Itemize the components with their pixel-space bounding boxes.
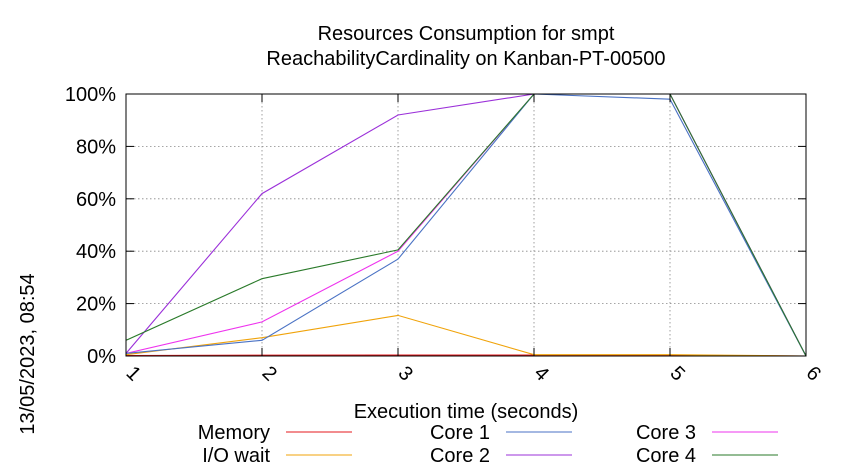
y-tick-label: 60% xyxy=(76,189,116,211)
x-tick-label: 4 xyxy=(530,362,553,385)
timestamp-label: 13/05/2023, 08:54 xyxy=(17,273,39,434)
axis-ticks: 0% 20% 40% 60% 80% 100% 1 2 3 4 5 6 xyxy=(65,84,825,385)
legend-label-i-o-wait: I/O wait xyxy=(202,445,270,467)
legend-label-core-2: Core 2 xyxy=(430,445,490,467)
plot-frame xyxy=(125,93,807,357)
legend-label-memory: Memory xyxy=(198,422,270,444)
y-tick-label: 100% xyxy=(65,84,116,106)
x-tick-label: 1 xyxy=(122,362,145,385)
series-line-core-2 xyxy=(125,93,807,357)
y-tick-label: 40% xyxy=(76,241,116,263)
legend-label-core-1: Core 1 xyxy=(430,422,490,444)
x-tick-label: 2 xyxy=(258,362,281,385)
y-tick-label: 0% xyxy=(87,346,116,368)
x-tick-label: 5 xyxy=(666,362,689,385)
x-axis-label: Execution time (seconds) xyxy=(354,401,579,423)
series-line-i-o-wait xyxy=(125,314,807,357)
series-line-core-1 xyxy=(125,93,807,357)
x-tick-label: 3 xyxy=(394,362,417,385)
y-tick-label: 80% xyxy=(76,136,116,158)
x-tick-label: 6 xyxy=(802,362,825,385)
series-lines xyxy=(125,93,807,357)
series-line-core-3 xyxy=(125,93,807,357)
grid-lines xyxy=(126,94,806,356)
chart-title: Resources Consumption for smpt xyxy=(318,23,615,45)
y-tick-label: 20% xyxy=(76,294,116,316)
legend-label-core-3: Core 3 xyxy=(636,422,696,444)
series-line-core-4 xyxy=(125,93,807,357)
chart-subtitle: ReachabilityCardinality on Kanban-PT-005… xyxy=(266,48,665,70)
legend-label-core-4: Core 4 xyxy=(636,445,696,467)
